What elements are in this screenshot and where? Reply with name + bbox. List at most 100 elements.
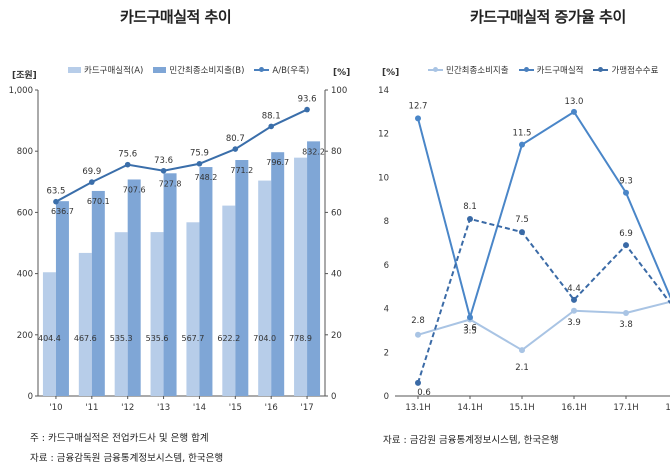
right-x-tick-label: 16.1H (561, 403, 586, 413)
line-fee-growth-point (519, 229, 525, 236)
line-ratio-label: 69.9 (82, 167, 101, 177)
left-chart-title: 카드구매실적 추이 (120, 8, 232, 26)
line-fee-growth-label: 7.5 (515, 215, 529, 225)
left-y2-tick-label: 100 (331, 86, 347, 96)
bar-private-consumption-label: 832.2 (302, 147, 325, 156)
right-x-tick-label: 14.1H (457, 403, 482, 413)
line-card-growth-point (415, 115, 421, 122)
bar-card-sales-label: 404.4 (38, 334, 61, 343)
line-card-growth-label: 11.5 (513, 129, 532, 139)
bar-private-consumption (55, 201, 69, 396)
line-fee-growth-label: 6.9 (619, 229, 633, 239)
line-ratio-label: 75.6 (118, 150, 137, 160)
line-consumption-growth-label: 3.9 (567, 318, 581, 328)
left-y2-unit: [%] (333, 68, 351, 78)
bar-card-sales-label: 778.9 (289, 334, 312, 343)
bar-private-consumption (271, 152, 285, 396)
left-note: 주 : 카드구매실적은 전업카드사 및 은행 합계 (30, 433, 209, 444)
line-consumption-growth (417, 300, 670, 352)
right-x-tick-label: 15.1H (509, 403, 534, 413)
left-y2-tick-label: 40 (331, 270, 342, 280)
line-ratio (55, 108, 308, 203)
bar-card-sales (78, 252, 92, 396)
legend-label-card: 카드구매실적(A) (84, 66, 144, 76)
legend-item-fee-growth: 가맹점수수료 (593, 64, 658, 76)
line-ratio-point (268, 123, 274, 130)
legend-label-consumption-growth: 민간최종소비지출 (446, 66, 509, 76)
bar-card-sales-label: 467.6 (74, 334, 97, 343)
line-fee-growth-point (467, 215, 473, 222)
legend-swatch-ratio (254, 66, 270, 74)
line-fee-growth-label: 8.1 (463, 202, 477, 212)
left-y2-tick-label: 80 (331, 147, 342, 157)
left-y-tick-label: 600 (17, 208, 33, 218)
left-x-tick-label: '17 (300, 403, 313, 413)
right-x-tick-label: 13.1H (405, 403, 430, 413)
legend-swatch-consumption (153, 67, 167, 73)
line-card-growth-point (571, 108, 577, 115)
legend-item-ratio: A/B(우축) (254, 64, 309, 76)
left-legend: 카드구매실적(A) 민간최종소비지출(B) A/B(우축) (68, 64, 309, 76)
left-x-tick-label: '10 (49, 403, 62, 413)
bar-private-consumption-label: 771.2 (230, 166, 253, 175)
right-chart-title: 카드구매실적 증가율 추이 (470, 8, 626, 26)
line-ratio-point (196, 160, 203, 167)
left-x-tick-label: '16 (265, 403, 278, 413)
right-y-tick-label: 14 (378, 86, 389, 96)
right-legend: 민간최종소비지출 카드구매실적 가맹점수수료 (428, 64, 658, 76)
bar-private-consumption (91, 190, 105, 396)
line-consumption-growth-point (623, 309, 629, 316)
right-y-tick-label: 8 (384, 217, 389, 227)
left-x-tick-label: '14 (193, 403, 206, 413)
bar-card-sales (114, 232, 128, 396)
line-consumption-growth-point (519, 347, 525, 354)
bar-card-sales (42, 272, 56, 396)
left-y-unit: [조원] (12, 71, 37, 81)
legend-swatch-card-growth (518, 66, 534, 74)
legend-item-card: 카드구매실적(A) (68, 64, 143, 76)
line-ratio-point (160, 167, 167, 174)
right-y-tick-label: 2 (384, 348, 389, 358)
legend-item-consumption: 민간최종소비지출(B) (153, 64, 244, 76)
legend-label-ratio: A/B(우축) (272, 66, 310, 76)
line-fee-growth-label: 4.4 (567, 284, 581, 294)
bar-card-sales-label: 535.6 (146, 334, 169, 343)
right-x-tick-label: 17.1H (613, 403, 638, 413)
left-y-tick-label: 800 (17, 147, 33, 157)
line-card-growth-label: 3.6 (463, 323, 477, 333)
left-y-tick-label: 200 (17, 331, 33, 341)
left-y2-tick-label: 60 (331, 208, 342, 218)
line-ratio-label: 63.5 (46, 187, 65, 197)
line-fee-growth-point (623, 242, 629, 249)
legend-swatch-card (68, 67, 81, 73)
right-source: 자료 : 금감원 금융통계정보시스템, 한국은행 (383, 435, 559, 446)
bar-private-consumption (163, 173, 177, 396)
left-y-tick-label: 0 (28, 392, 33, 402)
legend-label-fee-growth: 가맹점수수료 (611, 66, 659, 76)
left-y-tick-label: 1,000 (9, 86, 33, 96)
bar-card-sales-label: 567.7 (181, 334, 204, 343)
right-y-tick-label: 0 (384, 392, 389, 402)
line-consumption-growth-point (571, 307, 577, 314)
bar-private-consumption-label: 636.7 (51, 207, 74, 216)
bar-private-consumption-label: 748.2 (194, 173, 217, 182)
legend-label-card-growth: 카드구매실적 (536, 66, 584, 76)
legend-label-consumption: 민간최종소비지출(B) (169, 66, 245, 76)
legend-item-consumption-growth: 민간최종소비지출 (428, 64, 509, 76)
bar-card-sales-label: 535.3 (110, 334, 133, 343)
left-y2-tick-label: 0 (331, 392, 336, 402)
bar-card-sales (150, 232, 164, 396)
bar-card-sales (186, 222, 200, 396)
line-ratio-point (89, 179, 95, 185)
legend-item-card-growth: 카드구매실적 (518, 64, 584, 76)
right-x-tick-label: 18.1H (665, 403, 670, 413)
bar-private-consumption (199, 167, 213, 396)
line-ratio-label: 73.6 (154, 156, 173, 166)
line-fee-growth-point (571, 296, 577, 303)
line-ratio-label: 75.9 (190, 149, 209, 159)
left-y-tick-label: 400 (17, 270, 33, 280)
left-x-tick-label: '15 (229, 403, 242, 413)
bar-private-consumption-label: 670.1 (87, 197, 110, 206)
bar-card-sales (258, 180, 272, 396)
